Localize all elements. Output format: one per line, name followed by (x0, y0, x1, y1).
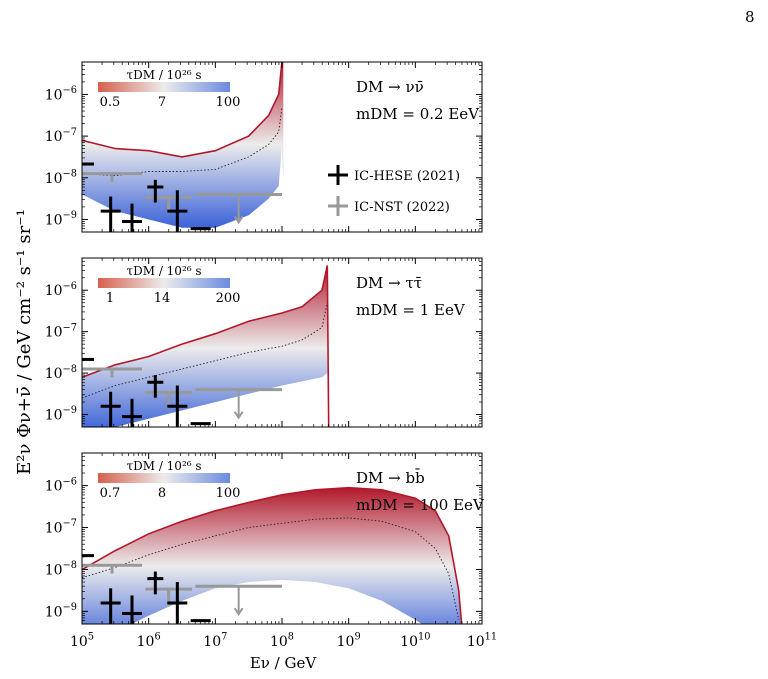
colorbar (98, 278, 230, 288)
x-tick-label: 108 (270, 632, 294, 650)
colorbar (98, 82, 230, 92)
colorbar-title: τDM / 10²⁶ s (126, 264, 201, 278)
colorbar-tick-label: 100 (216, 95, 241, 110)
x-tick-label: 1010 (400, 632, 430, 650)
x-tick-label: 105 (70, 632, 94, 650)
colorbar-tick-label: 7 (158, 95, 166, 110)
x-tick-label: 109 (337, 632, 361, 650)
mass-label: mDM = 1 EeV (356, 301, 466, 319)
colorbar-tick-label: 0.7 (100, 486, 121, 501)
colorbar-tick-label: 200 (216, 291, 241, 306)
measurements (82, 357, 282, 427)
channel-label: DM → bb̄ (356, 469, 425, 487)
median-dotted-line (82, 106, 283, 177)
y-tick-label: 10−8 (45, 168, 77, 186)
page-number: 8 (745, 8, 755, 26)
flux-band (82, 62, 284, 228)
median-dotted-line (82, 517, 460, 620)
median-dotted-line (82, 302, 328, 399)
y-tick-label: 10−7 (45, 518, 77, 536)
legend: IC-HESE (2021) IC-NST (2022) (328, 165, 460, 216)
x-axis-label: Eν / GeV (250, 654, 318, 672)
y-tick-label: 10−7 (45, 322, 77, 340)
colorbar-tick-label: 8 (158, 486, 166, 501)
upper-edge-line (82, 265, 330, 427)
x-tick-label: 106 (137, 632, 161, 650)
y-tick-label: 10−9 (45, 405, 77, 423)
chart-panel-bottom: 10−9 10−8 10−7 10−6 105 106 107 108 109 1010 1011 τ… (45, 452, 497, 650)
y-tick-label: 10−8 (45, 364, 77, 382)
x-tick-label: 1011 (467, 632, 497, 650)
nst-upper-limit-arrowhead (233, 607, 244, 617)
channel-label: DM → ττ̄ (356, 274, 422, 292)
legend-label: IC-HESE (2021) (354, 169, 460, 184)
colorbar-tick-label: 100 (216, 486, 241, 501)
band-group (82, 62, 284, 228)
channel-label: DM → νν̄ (356, 78, 424, 96)
colorbar-title: τDM / 10²⁶ s (126, 459, 201, 473)
chart-panel-top: 10−9 10−8 10−7 10−6 τDM / 10²⁶ s 0.5 7 100 DM → … (45, 61, 483, 233)
band-group (82, 265, 330, 427)
upper-edge-line (82, 486, 463, 624)
y-tick-label: 10−7 (45, 127, 77, 145)
upper-edge-line (82, 62, 283, 158)
legend-label: IC-NST (2022) (354, 200, 450, 215)
y-tick-label: 10−9 (45, 602, 77, 620)
nst-upper-limit-arrowhead (233, 411, 244, 420)
chart-panel-middle: 10−9 10−8 10−7 10−6 τDM / 10²⁶ s 1 14 200 DM → τ… (45, 257, 483, 428)
y-tick-label: 10−9 (45, 210, 77, 228)
y-tick-label: 10−8 (45, 560, 77, 578)
y-axis-label: E²ν Φν+ν̄ / GeV cm⁻² s⁻¹ sr⁻¹ (14, 209, 35, 475)
x-tick-label: 107 (203, 632, 227, 650)
mass-label: mDM = 100 EeV (356, 496, 485, 514)
colorbar-tick-label: 1 (106, 291, 114, 306)
colorbar-tick-label: 0.5 (100, 95, 121, 110)
measurements (82, 554, 282, 624)
mass-label: mDM = 0.2 EeV (356, 105, 480, 123)
y-tick-label: 10−6 (45, 85, 77, 103)
colorbar-tick-label: 14 (154, 291, 171, 306)
nst-upper-limit-arrowhead (233, 215, 244, 225)
y-tick-label: 10−6 (45, 476, 77, 494)
measurements (82, 162, 282, 232)
y-tick-label: 10−6 (45, 281, 77, 299)
flux-band (82, 265, 329, 427)
colorbar-title: τDM / 10²⁶ s (126, 68, 201, 82)
colorbar (98, 473, 230, 483)
